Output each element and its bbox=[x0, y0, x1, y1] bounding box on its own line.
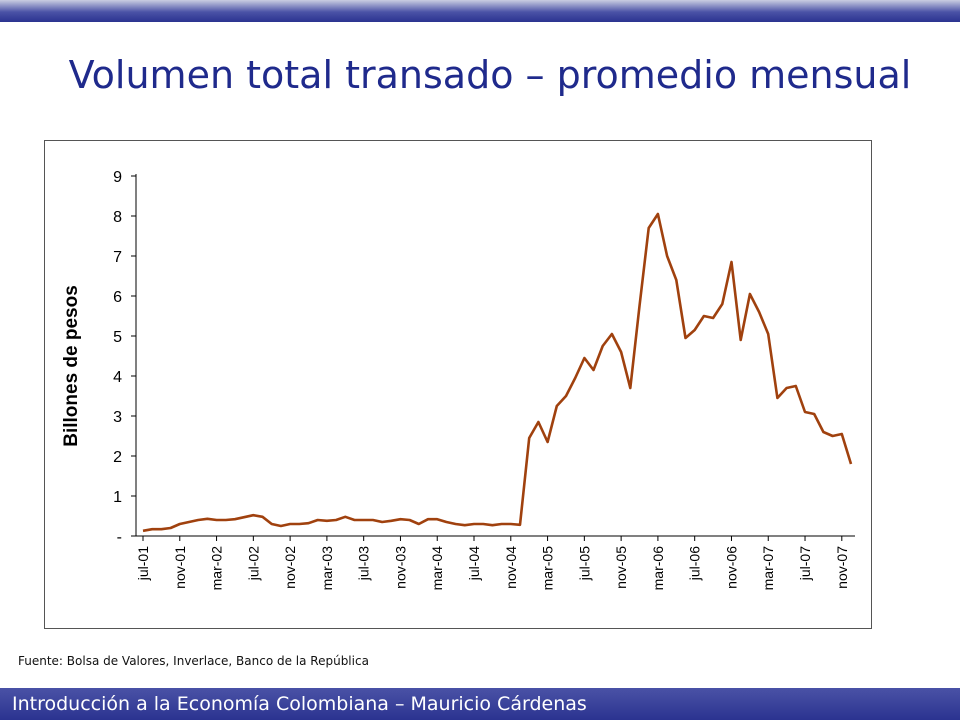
x-tick-label: nov-05 bbox=[613, 546, 629, 589]
chart-svg: - 1 2 3 4 5 6 7 8 9 jul-01 nov-01 mar-02 jul-02 nov-0… bbox=[61, 169, 855, 591]
x-tick-label: jul-02 bbox=[245, 546, 261, 581]
y-tick-label: 7 bbox=[113, 249, 122, 266]
source-note: Fuente: Bolsa de Valores, Inverlace, Ban… bbox=[18, 654, 369, 668]
y-tick-label: 3 bbox=[113, 409, 122, 426]
x-tick-label: mar-04 bbox=[429, 546, 445, 591]
y-axis-title: Billones de pesos bbox=[61, 285, 82, 447]
y-tick-label: 9 bbox=[113, 169, 122, 186]
x-tick-label: jul-06 bbox=[687, 546, 703, 581]
x-tick-label: nov-01 bbox=[172, 546, 188, 589]
top-decorative-band bbox=[0, 0, 960, 22]
x-tick-label: mar-03 bbox=[319, 546, 335, 591]
slide-title: Volumen total transado – promedio mensua… bbox=[68, 53, 912, 97]
x-tick-label: jul-04 bbox=[466, 546, 482, 581]
x-axis: jul-01 nov-01 mar-02 jul-02 nov-02 mar-03 jul-… bbox=[135, 535, 855, 591]
footer-text: Introducción a la Economía Colombiana – … bbox=[12, 693, 587, 715]
series-line bbox=[142, 212, 853, 533]
x-tick-label: mar-07 bbox=[760, 546, 776, 591]
x-tick-label: nov-06 bbox=[723, 546, 739, 589]
y-tick-label: 5 bbox=[113, 329, 122, 346]
x-tick-label: mar-06 bbox=[650, 546, 666, 591]
x-tick-label: nov-04 bbox=[503, 546, 519, 589]
x-tick-label: nov-03 bbox=[392, 546, 408, 589]
x-tick-label: jul-03 bbox=[356, 546, 372, 581]
line-chart: - 1 2 3 4 5 6 7 8 9 jul-01 nov-01 mar-02 jul-02 nov-0… bbox=[44, 140, 872, 629]
x-tick-label: mar-05 bbox=[540, 546, 556, 591]
y-tick-label: 1 bbox=[113, 489, 122, 506]
y-tick-label: 6 bbox=[113, 289, 122, 306]
y-tick-label: 2 bbox=[113, 449, 122, 466]
x-tick-label: jul-07 bbox=[797, 546, 813, 581]
y-tick-label: 8 bbox=[113, 209, 122, 226]
y-axis: - 1 2 3 4 5 6 7 8 9 bbox=[113, 169, 137, 546]
x-tick-label: nov-07 bbox=[834, 546, 850, 589]
footer-band: Introducción a la Economía Colombiana – … bbox=[0, 688, 960, 720]
y-tick-label: 4 bbox=[113, 369, 122, 386]
y-tick-label: - bbox=[117, 529, 122, 546]
series-group bbox=[142, 212, 853, 533]
x-tick-label: jul-01 bbox=[135, 546, 151, 581]
x-tick-label: nov-02 bbox=[282, 546, 298, 589]
x-tick-label: jul-05 bbox=[576, 546, 592, 581]
x-tick-label: mar-02 bbox=[209, 546, 225, 591]
